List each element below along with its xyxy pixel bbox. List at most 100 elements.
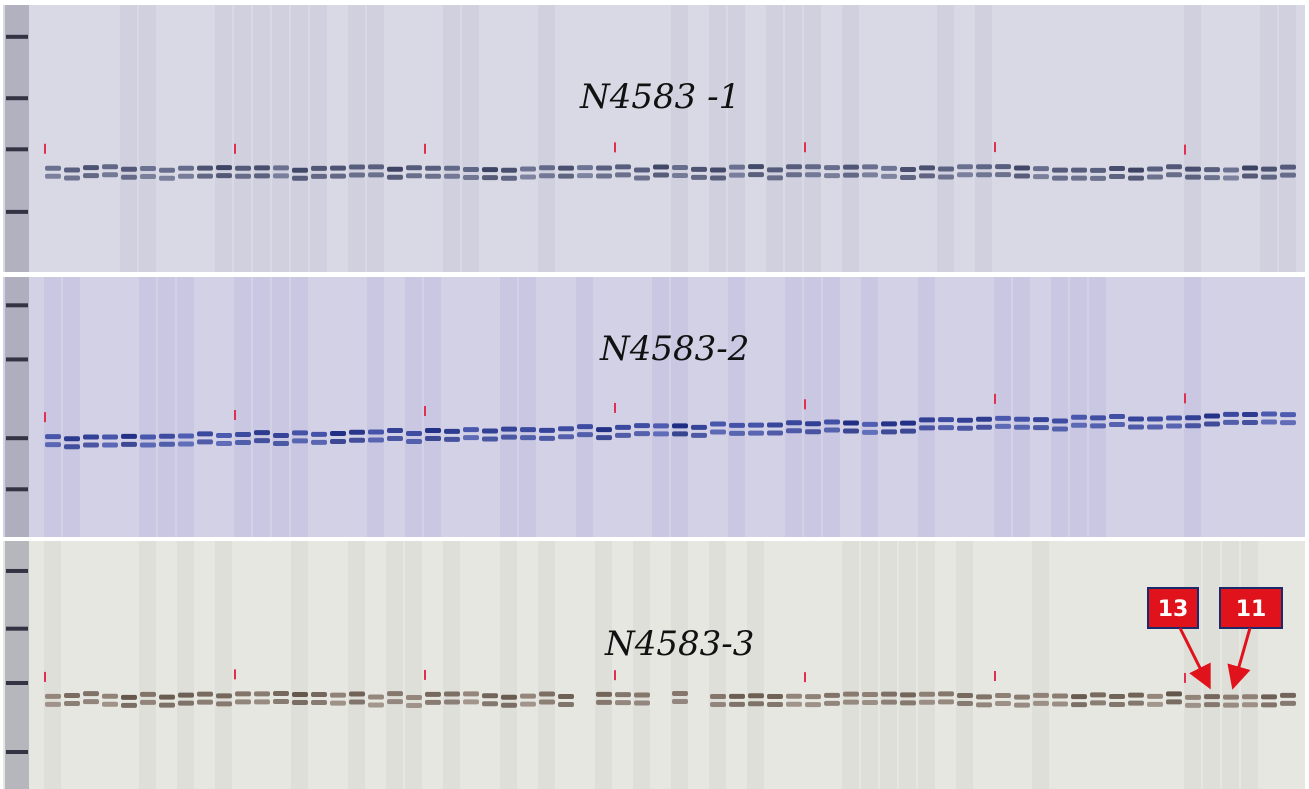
band — [197, 166, 213, 171]
band — [710, 167, 726, 172]
band — [311, 440, 327, 445]
band — [1166, 699, 1182, 704]
band — [45, 434, 61, 439]
band — [957, 701, 973, 706]
band — [45, 702, 61, 707]
band — [235, 440, 251, 445]
lane-streak — [310, 5, 327, 272]
lane-streak — [500, 277, 517, 537]
lane-streak — [291, 5, 308, 272]
band — [64, 436, 80, 441]
band — [83, 173, 99, 178]
band — [577, 173, 593, 178]
band — [1147, 702, 1163, 707]
band — [368, 694, 384, 699]
band — [83, 691, 99, 696]
band — [520, 702, 536, 707]
band — [672, 699, 688, 704]
band — [615, 433, 631, 438]
band — [1261, 694, 1277, 699]
band — [634, 167, 650, 172]
band — [805, 164, 821, 169]
band — [64, 176, 80, 181]
band — [786, 172, 802, 177]
band — [102, 172, 118, 177]
band — [273, 441, 289, 446]
band — [1204, 702, 1220, 707]
band — [159, 695, 175, 700]
band — [349, 438, 365, 443]
lane-streak — [804, 5, 821, 272]
band — [102, 694, 118, 699]
band — [235, 432, 251, 437]
band — [444, 691, 460, 696]
band — [1280, 420, 1296, 425]
ladder-band — [6, 35, 28, 39]
band — [634, 175, 650, 180]
band — [102, 442, 118, 447]
lane-streak — [994, 277, 1011, 537]
band — [615, 700, 631, 705]
band — [1166, 172, 1182, 177]
band — [1090, 168, 1106, 173]
lane-streak — [348, 541, 365, 789]
band — [919, 700, 935, 705]
band — [1280, 412, 1296, 417]
band — [786, 164, 802, 169]
band — [159, 703, 175, 708]
band — [406, 173, 422, 178]
band — [938, 167, 954, 172]
band — [1204, 175, 1220, 180]
band — [1242, 420, 1258, 425]
band — [406, 439, 422, 444]
band — [767, 175, 783, 180]
band — [577, 424, 593, 429]
band — [900, 429, 916, 434]
lane-streak — [747, 541, 764, 789]
band — [349, 165, 365, 170]
ladder-band — [6, 487, 28, 491]
band — [254, 165, 270, 170]
band — [957, 164, 973, 169]
band — [444, 437, 460, 442]
lane-streak — [405, 541, 422, 789]
band — [710, 429, 726, 434]
band — [1109, 166, 1125, 171]
band — [197, 692, 213, 697]
band — [330, 701, 346, 706]
band — [216, 701, 232, 706]
lane-streak — [842, 5, 859, 272]
band — [995, 164, 1011, 169]
band — [1204, 694, 1220, 699]
band — [330, 166, 346, 171]
band — [159, 442, 175, 447]
band — [235, 691, 251, 696]
lane-streak — [576, 277, 593, 537]
band — [368, 172, 384, 177]
band — [1071, 423, 1087, 428]
lane-streak — [158, 277, 175, 537]
band — [45, 694, 61, 699]
band — [976, 702, 992, 707]
band — [64, 168, 80, 173]
band — [235, 699, 251, 704]
band — [1261, 420, 1277, 425]
band — [254, 691, 270, 696]
band — [501, 176, 517, 181]
band — [786, 694, 802, 699]
lane-streak — [44, 541, 61, 789]
band — [957, 426, 973, 431]
band — [1071, 694, 1087, 699]
lane-streak — [1279, 5, 1296, 272]
band — [1033, 166, 1049, 171]
band — [140, 166, 156, 171]
band — [938, 699, 954, 704]
ladder-band — [6, 147, 28, 151]
band — [406, 431, 422, 436]
band — [1242, 165, 1258, 170]
band — [634, 431, 650, 436]
band — [1223, 412, 1239, 417]
band — [254, 173, 270, 178]
band — [843, 428, 859, 433]
lane-streak — [272, 277, 289, 537]
